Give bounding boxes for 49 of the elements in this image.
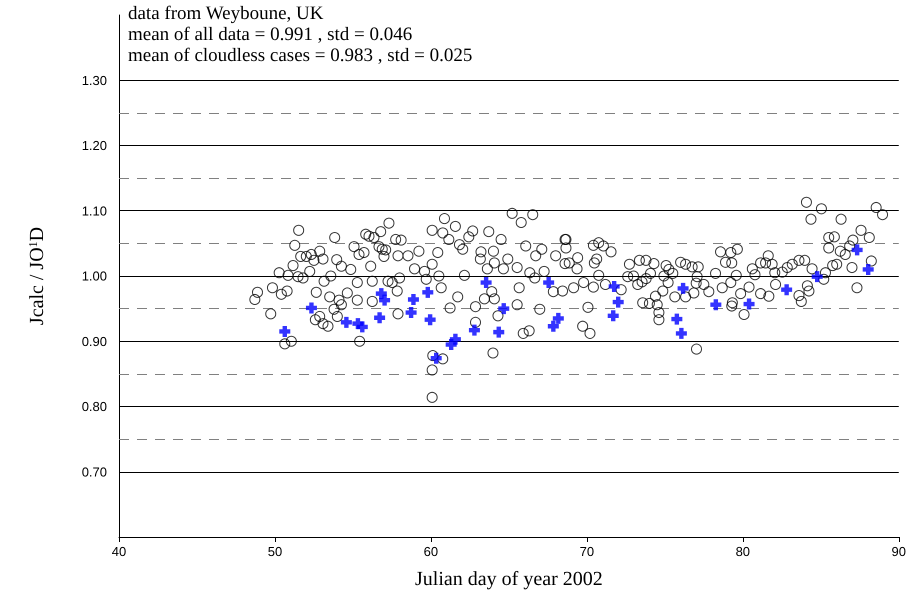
y-tick-label: 0.80 (82, 399, 107, 414)
point (374, 312, 386, 324)
x-tick-label: 90 (892, 544, 906, 559)
point (430, 352, 442, 364)
point (552, 312, 564, 324)
y-tick-label: 0.70 (82, 464, 107, 480)
point (744, 298, 755, 310)
point (852, 244, 863, 256)
point (676, 328, 687, 339)
annotation: mean of all data = 0.991 , std = 0.046 (128, 24, 412, 45)
x-tick-label: 50 (268, 544, 282, 559)
point (408, 294, 419, 305)
point (379, 294, 390, 306)
point (862, 264, 874, 275)
point (493, 326, 504, 338)
point (406, 307, 417, 318)
y-tick-label: 0.90 (82, 334, 107, 349)
point (356, 321, 368, 332)
point (608, 310, 619, 322)
y-axis-title: Jcalc / JO1D (26, 226, 48, 326)
x-axis-title: Julian day of year 2002 (415, 568, 603, 590)
point (678, 282, 689, 294)
y-tick-label: 1.10 (82, 203, 107, 218)
point (543, 277, 554, 288)
point (548, 320, 559, 332)
point (710, 299, 722, 310)
y-tick-label: 1.20 (82, 138, 107, 153)
point (612, 296, 624, 308)
point (671, 314, 682, 325)
point (608, 280, 620, 292)
point (480, 277, 492, 288)
x-tick-label: 70 (580, 544, 594, 559)
point (450, 334, 461, 345)
point (340, 316, 352, 328)
point (812, 271, 823, 282)
x-tick-label: 40 (112, 544, 126, 559)
point (781, 284, 792, 296)
annotation: mean of cloudless cases = 0.983 , std = 0.025 (128, 45, 472, 66)
point (422, 286, 434, 298)
point (498, 303, 510, 314)
x-tick-label: 80 (736, 544, 750, 559)
point (306, 302, 317, 314)
x-tick-label: 60 (424, 544, 438, 559)
y-tick-label: 1.00 (82, 268, 107, 284)
point (424, 314, 436, 326)
annotation: data from Weyboune, UK (128, 3, 324, 24)
point (468, 324, 480, 336)
point (279, 326, 290, 337)
y-tick-label: 1.30 (82, 72, 107, 88)
